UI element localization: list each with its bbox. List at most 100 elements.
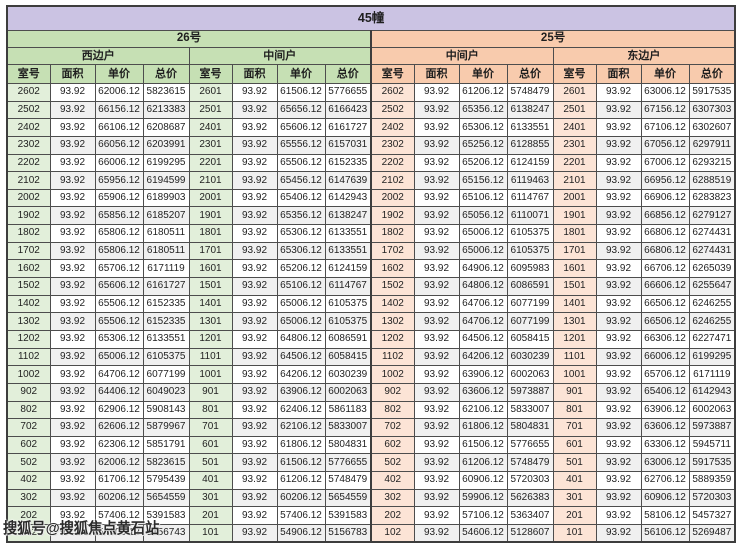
area-cell: 93.92 — [595, 259, 642, 279]
unit-price-cell: 65056.12 — [458, 206, 508, 226]
area-cell: 93.92 — [595, 329, 642, 349]
area-cell: 93.92 — [49, 83, 96, 102]
unit-price-cell: 64806.12 — [458, 277, 508, 296]
area-cell: 93.92 — [413, 329, 460, 349]
room-cell: 2601 — [188, 83, 233, 102]
unit-price-cell: 64206.12 — [276, 365, 326, 384]
area-cell: 93.92 — [49, 294, 96, 314]
total-price-cell: 5363407 — [506, 506, 554, 526]
column-header-area: 面积 — [413, 64, 460, 84]
unit-price-cell: 65456.12 — [276, 171, 326, 190]
total-price-cell: 5156783 — [324, 524, 372, 543]
room-cell: 201 — [188, 506, 233, 526]
table-row: 402 93.92 61706.12 5795439 401 93.92 61206.12 5… — [6, 471, 736, 490]
column-header-area: 面积 — [595, 64, 642, 84]
room-cell: 2602 — [6, 83, 51, 102]
column-header-unit-price: 单价 — [276, 64, 326, 84]
total-price-cell: 6030239 — [324, 365, 372, 384]
room-cell: 901 — [188, 382, 233, 402]
room-cell: 801 — [552, 400, 597, 420]
room-cell: 1402 — [370, 294, 415, 314]
area-cell: 93.92 — [231, 312, 278, 331]
unit-price-cell: 65606.12 — [276, 118, 326, 137]
room-cell: 402 — [370, 471, 415, 490]
unit-price-cell: 63906.12 — [276, 382, 326, 402]
room-cell: 2502 — [6, 100, 51, 120]
area-cell: 93.92 — [49, 365, 96, 384]
column-header-room: 室号 — [188, 64, 233, 84]
area-cell: 93.92 — [231, 83, 278, 102]
area-cell: 93.92 — [595, 365, 642, 384]
table-row: 1402 93.92 65506.12 6152335 1401 93.92 65006.1… — [6, 294, 736, 314]
total-price-cell: 5654559 — [324, 488, 372, 508]
room-cell: 302 — [6, 488, 51, 508]
room-cell: 301 — [552, 488, 597, 508]
room-cell: 2501 — [552, 100, 597, 120]
total-price-cell: 5776655 — [506, 435, 554, 455]
table-row: 1802 93.92 65806.12 6180511 1801 93.92 65306.1… — [6, 224, 736, 243]
room-cell: 502 — [370, 453, 415, 473]
area-cell: 93.92 — [413, 506, 460, 526]
area-cell: 93.92 — [595, 171, 642, 190]
area-cell: 93.92 — [413, 435, 460, 455]
column-header-total-price: 总价 — [688, 64, 736, 84]
room-cell: 1901 — [188, 206, 233, 226]
unit-price-cell: 65806.12 — [94, 241, 144, 261]
sohu-watermark: 搜狐号@搜狐焦点黄石站 — [3, 520, 160, 537]
total-price-cell: 5879967 — [142, 418, 190, 437]
total-price-cell: 5833007 — [324, 418, 372, 437]
unit-price-cell: 65006.12 — [458, 241, 508, 261]
unit-price-cell: 66856.12 — [640, 206, 690, 226]
table-title-row: 45幢 — [6, 5, 736, 31]
total-price-cell: 5795439 — [142, 471, 190, 490]
unit-price-cell: 60206.12 — [276, 488, 326, 508]
total-price-cell: 6208687 — [142, 118, 190, 137]
total-price-cell: 5823615 — [142, 453, 190, 473]
unit-price-cell: 61206.12 — [276, 471, 326, 490]
room-cell: 1502 — [370, 277, 415, 296]
area-cell: 93.92 — [595, 453, 642, 473]
room-cell: 1202 — [370, 329, 415, 349]
unit-price-cell: 62406.12 — [276, 400, 326, 420]
unit-price-cell: 65006.12 — [458, 224, 508, 243]
unit-price-cell: 66606.12 — [640, 277, 690, 296]
area-cell: 93.92 — [231, 453, 278, 473]
room-cell: 302 — [370, 488, 415, 508]
area-cell: 93.92 — [413, 400, 460, 420]
table-row: 2502 93.92 66156.12 6213383 2501 93.92 65656.1… — [6, 100, 736, 120]
total-price-cell: 6288519 — [688, 171, 736, 190]
total-price-cell: 5823615 — [142, 83, 190, 102]
room-cell: 702 — [6, 418, 51, 437]
unit-price-cell: 54606.12 — [458, 524, 508, 543]
total-price-cell: 6133551 — [506, 118, 554, 137]
total-price-cell: 6194599 — [142, 171, 190, 190]
building-26-header: 26号 — [6, 30, 372, 48]
room-cell: 2401 — [188, 118, 233, 137]
total-price-cell: 6133551 — [324, 241, 372, 261]
unit-price-cell: 65106.12 — [276, 277, 326, 296]
side-header-middle-26: 中间户 — [188, 47, 372, 65]
room-cell: 1901 — [552, 206, 597, 226]
area-cell: 93.92 — [413, 188, 460, 208]
table-row: 2402 93.92 66106.12 6208687 2401 93.92 65606.1… — [6, 118, 736, 137]
unit-price-cell: 61706.12 — [94, 471, 144, 490]
area-cell: 93.92 — [231, 171, 278, 190]
unit-price-cell: 61206.12 — [458, 453, 508, 473]
total-price-cell: 6199295 — [688, 347, 736, 367]
table-row: 302 93.92 60206.12 5654559 301 93.92 60206.12 5… — [6, 488, 736, 508]
area-cell: 93.92 — [595, 224, 642, 243]
unit-price-cell: 61206.12 — [458, 83, 508, 102]
unit-price-cell: 63006.12 — [640, 453, 690, 473]
total-price-cell: 5945711 — [688, 435, 736, 455]
unit-price-cell: 65956.12 — [94, 171, 144, 190]
area-cell: 93.92 — [49, 224, 96, 243]
unit-price-cell: 66506.12 — [640, 312, 690, 331]
area-cell: 93.92 — [413, 100, 460, 120]
room-cell: 501 — [188, 453, 233, 473]
area-cell: 93.92 — [231, 524, 278, 543]
total-price-cell: 5973887 — [688, 418, 736, 437]
room-cell: 1702 — [6, 241, 51, 261]
room-cell: 1002 — [370, 365, 415, 384]
room-cell: 601 — [188, 435, 233, 455]
area-cell: 93.92 — [595, 418, 642, 437]
